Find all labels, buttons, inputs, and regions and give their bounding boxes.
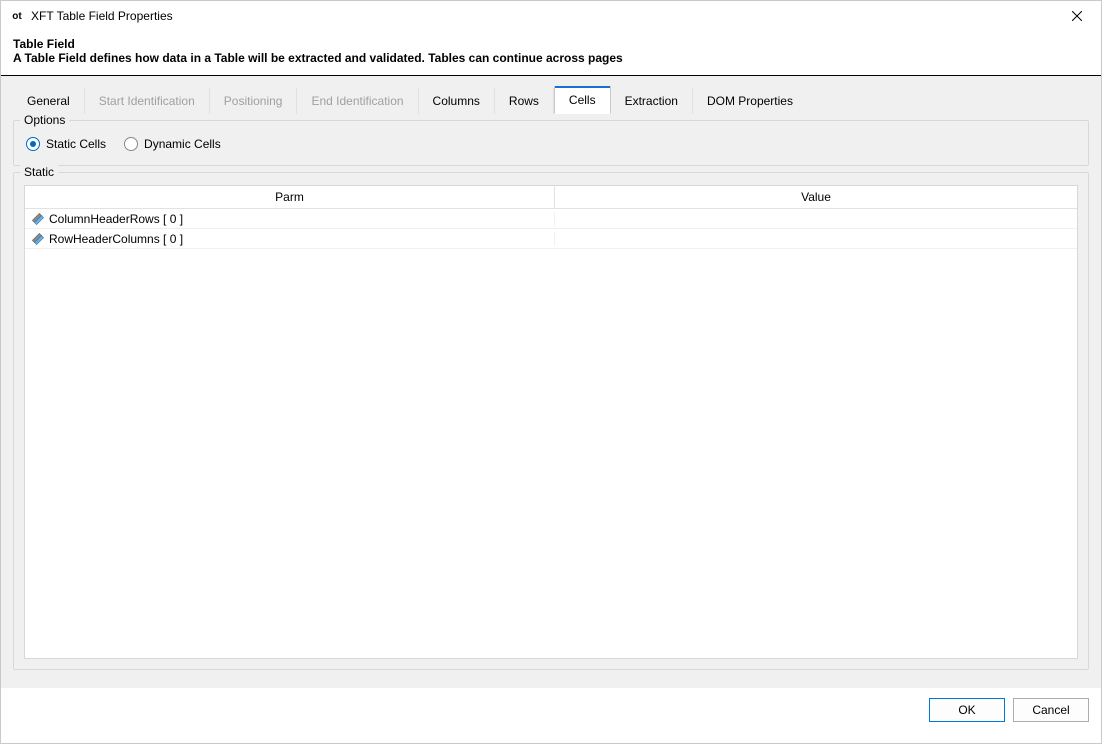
close-icon	[1072, 11, 1082, 21]
body-area: GeneralStart IdentificationPositioningEn…	[1, 76, 1101, 688]
tab-bar: GeneralStart IdentificationPositioningEn…	[13, 86, 1089, 114]
table-row[interactable]: RowHeaderColumns [ 0 ]	[25, 229, 1077, 249]
cell-parm-text: ColumnHeaderRows [ 0 ]	[49, 212, 183, 226]
cell-parm-text: RowHeaderColumns [ 0 ]	[49, 232, 183, 246]
title-bar: ot XFT Table Field Properties	[1, 1, 1101, 31]
tab-end-identification: End Identification	[297, 88, 418, 114]
header-description: Table Field A Table Field defines how da…	[1, 31, 1101, 75]
radio-label: Dynamic Cells	[144, 137, 221, 151]
static-legend: Static	[20, 165, 58, 179]
tab-rows[interactable]: Rows	[495, 88, 554, 114]
options-legend: Options	[20, 113, 69, 127]
cancel-button[interactable]: Cancel	[1013, 698, 1089, 722]
column-header-parm[interactable]: Parm	[25, 186, 555, 208]
radio-indicator	[26, 137, 40, 151]
radio-indicator	[124, 137, 138, 151]
tab-general[interactable]: General	[13, 88, 85, 114]
property-icon	[31, 232, 45, 246]
table-row[interactable]: ColumnHeaderRows [ 0 ]	[25, 209, 1077, 229]
options-body: Static Cells Dynamic Cells	[24, 133, 1078, 155]
tab-extraction[interactable]: Extraction	[611, 88, 693, 114]
ok-button[interactable]: OK	[929, 698, 1005, 722]
radio-label: Static Cells	[46, 137, 106, 151]
tab-positioning: Positioning	[210, 88, 298, 114]
window-title: XFT Table Field Properties	[31, 9, 1061, 23]
column-header-value[interactable]: Value	[555, 186, 1077, 208]
app-icon: ot	[9, 8, 25, 24]
radio-static-cells[interactable]: Static Cells	[26, 137, 106, 151]
table-header: Parm Value	[25, 186, 1077, 209]
tab-cells[interactable]: Cells	[554, 86, 611, 114]
cell-parm: ColumnHeaderRows [ 0 ]	[25, 212, 555, 226]
static-group: Static Parm Value ColumnHeaderRows [ 0 ]…	[13, 172, 1089, 670]
radio-dot	[30, 141, 36, 147]
dialog-footer: OK Cancel	[1, 688, 1101, 732]
cell-parm: RowHeaderColumns [ 0 ]	[25, 232, 555, 246]
options-group: Options Static CellsDynamic Cells	[13, 120, 1089, 166]
table-body: ColumnHeaderRows [ 0 ] RowHeaderColumns […	[25, 209, 1077, 249]
radio-dynamic-cells[interactable]: Dynamic Cells	[124, 137, 221, 151]
static-table: Parm Value ColumnHeaderRows [ 0 ] RowHead…	[24, 185, 1078, 659]
close-button[interactable]	[1061, 1, 1093, 31]
tab-dom-properties[interactable]: DOM Properties	[693, 88, 807, 114]
tab-start-identification: Start Identification	[85, 88, 210, 114]
property-icon	[31, 212, 45, 226]
page-subtitle: A Table Field defines how data in a Tabl…	[13, 51, 1089, 65]
tab-columns[interactable]: Columns	[419, 88, 495, 114]
page-title: Table Field	[13, 37, 1089, 51]
